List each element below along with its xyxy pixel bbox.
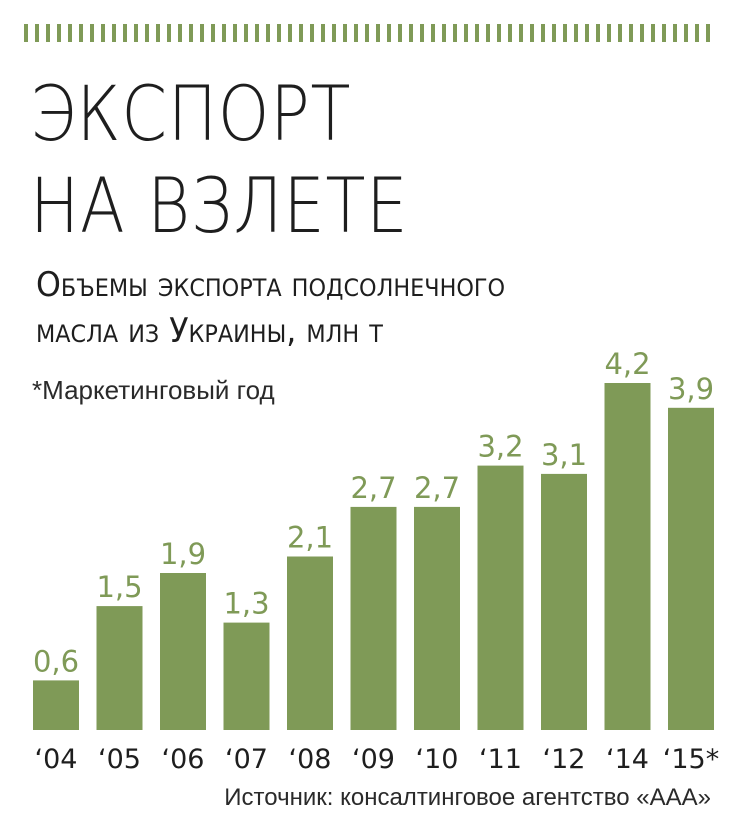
bar-7 (477, 465, 524, 730)
bar-9 (604, 383, 651, 730)
x-tick-label-8: ‘12 (543, 744, 586, 775)
bar-3 (223, 622, 270, 730)
x-tick-label-2: ‘06 (162, 744, 205, 775)
page-title: ЭКСПОРТ НА ВЗЛЕТЕ (30, 68, 408, 252)
bar-1 (96, 606, 143, 730)
x-tick-label-5: ‘09 (352, 744, 395, 775)
subtitle-line-1: Объемы экспорта подсолнечного (36, 265, 506, 305)
value-label-3: 1,3 (223, 587, 269, 621)
decorative-stripe (24, 24, 710, 42)
x-tick-label-4: ‘08 (289, 744, 332, 775)
value-label-7: 3,2 (477, 430, 523, 464)
value-label-10: 3,9 (668, 372, 714, 406)
x-tick-label-0: ‘04 (35, 744, 78, 775)
x-tick-label-3: ‘07 (225, 744, 268, 775)
bar-5 (350, 506, 397, 730)
bar-4 (287, 556, 333, 730)
chart-subtitle: Объемы экспорта подсолнечного масла из У… (36, 262, 505, 354)
bar-8 (541, 473, 587, 730)
value-label-0: 0,6 (33, 644, 79, 678)
bar-10 (668, 407, 714, 730)
value-label-8: 3,1 (541, 438, 587, 472)
bar-2 (160, 573, 206, 730)
source-note: Источник: консалтинговое агентство «ААА» (224, 784, 711, 811)
value-label-9: 4,2 (604, 347, 650, 381)
bar-6 (414, 506, 460, 730)
x-tick-label-6: ‘10 (416, 744, 459, 775)
value-label-2: 1,9 (160, 537, 206, 571)
x-tick-label-7: ‘11 (479, 744, 522, 775)
footnote-marketing-year: *Маркетинговый год (32, 375, 275, 405)
x-tick-label-1: ‘05 (98, 744, 141, 775)
subtitle-line-2: масла из Украины, млн т (36, 311, 383, 351)
value-label-6: 2,7 (414, 471, 460, 505)
value-label-5: 2,7 (350, 471, 396, 505)
value-label-1: 1,5 (96, 570, 142, 604)
value-label-4: 2,1 (287, 521, 333, 555)
bar-0 (33, 680, 79, 730)
title-line-2: НА ВЗЛЕТЕ (30, 161, 409, 250)
title-line-1: ЭКСПОРТ (30, 69, 352, 158)
x-tick-label-10: ‘15* (663, 744, 719, 775)
x-tick-label-9: ‘14 (606, 744, 649, 775)
